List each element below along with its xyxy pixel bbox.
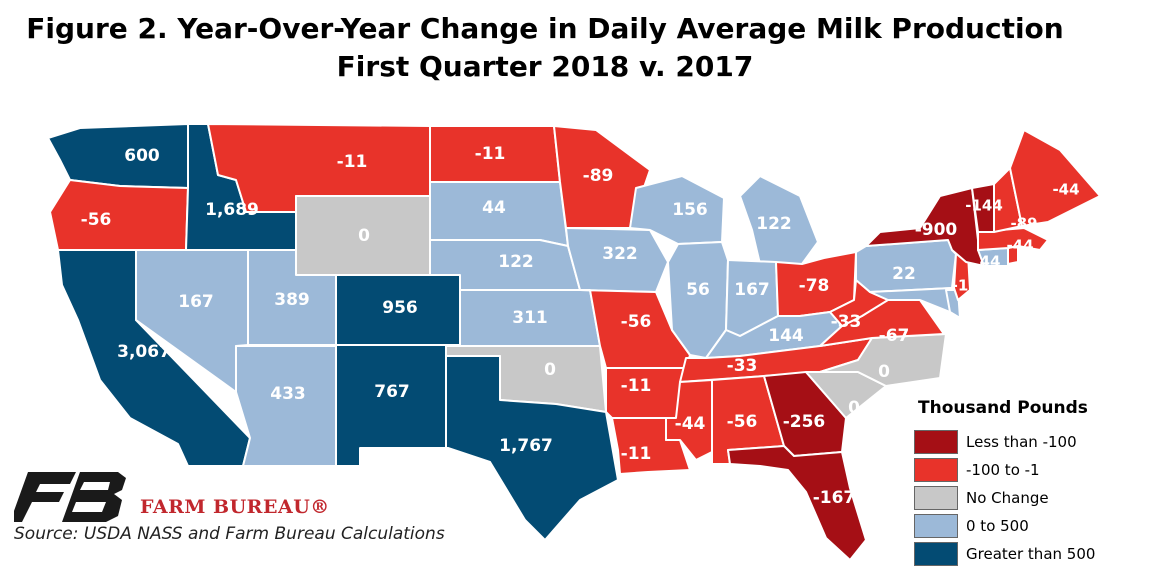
label-mi: 122 (756, 214, 792, 234)
legend-label: Greater than 500 (966, 545, 1096, 563)
legend-item: Greater than 500 (914, 540, 1149, 568)
label-fl: -167 (813, 488, 856, 508)
label-ct: 44 (980, 253, 1001, 271)
legend-item: 0 to 500 (914, 512, 1149, 540)
state-or (49, 179, 189, 251)
label-nd: -11 (475, 144, 506, 164)
legend-swatch (914, 458, 958, 482)
label-sd: 44 (482, 198, 506, 218)
label-sc: 0 (848, 398, 860, 418)
label-vt: -144 (965, 197, 1003, 215)
state-ma (977, 227, 1049, 251)
page-title: Figure 2. Year-Over-Year Change in Daily… (26, 12, 1064, 45)
legend-label: Less than -100 (966, 433, 1077, 451)
label-ar: -11 (621, 376, 652, 396)
legend-item: -100 to -1 (914, 456, 1149, 484)
label-mn: -89 (583, 166, 614, 186)
legend-swatch (914, 542, 958, 566)
label-ga: -256 (783, 412, 826, 432)
state-az (235, 345, 337, 467)
label-ut: 389 (274, 290, 310, 310)
label-ok: 0 (544, 360, 556, 380)
label-wi: 156 (672, 200, 708, 220)
label-nh: -89 (1010, 215, 1037, 233)
label-ks: 311 (512, 308, 548, 328)
label-wa: 600 (124, 146, 160, 166)
state-wa (47, 123, 189, 189)
legend-item: Less than -100 (914, 428, 1149, 456)
label-la: -11 (621, 444, 652, 464)
state-mi (739, 175, 819, 265)
label-ia: 322 (602, 244, 638, 264)
label-tx: 1,767 (499, 436, 553, 456)
legend-label: 0 to 500 (966, 517, 1029, 535)
label-ky: 144 (768, 326, 804, 346)
legend: Thousand Pounds Less than -100 -100 to -… (914, 398, 1149, 568)
legend-label: No Change (966, 489, 1049, 507)
label-va: -67 (879, 326, 910, 346)
label-or: -56 (81, 210, 112, 230)
label-al: -56 (727, 412, 758, 432)
legend-item: No Change (914, 484, 1149, 512)
label-tn: -33 (727, 356, 758, 376)
label-in: 167 (734, 280, 770, 300)
label-wy: 0 (358, 226, 370, 246)
legend-swatch (914, 486, 958, 510)
label-nc: 0 (878, 362, 890, 382)
label-co: 956 (382, 298, 418, 318)
page-subtitle: First Quarter 2018 v. 2017 (336, 50, 754, 83)
legend-label: -100 to -1 (966, 461, 1040, 479)
label-ny: -900 (915, 220, 958, 240)
label-ne: 122 (498, 252, 534, 272)
legend-swatch (914, 430, 958, 454)
state-tx (445, 355, 619, 541)
label-id: 1,689 (205, 200, 259, 220)
label-oh: -78 (799, 276, 830, 296)
label-wv: -33 (831, 312, 862, 332)
legend-swatch (914, 514, 958, 538)
label-me: -44 (1052, 181, 1079, 199)
label-pa: 22 (892, 264, 916, 284)
state-md (869, 287, 953, 313)
label-ms: -44 (675, 414, 706, 434)
label-il: 56 (686, 280, 710, 300)
label-ca: 3,067 (117, 342, 171, 362)
label-nv: 167 (178, 292, 214, 312)
state-me (1009, 129, 1101, 227)
farm-bureau-logo-icon (14, 472, 126, 522)
label-mo: -56 (621, 312, 652, 332)
state-fl (727, 445, 867, 561)
label-mt: -11 (337, 152, 368, 172)
state-nm (335, 344, 447, 467)
label-ma: -44 (1006, 237, 1033, 255)
label-nj: -1 (952, 277, 969, 295)
brand-name: FARM BUREAU® (140, 496, 330, 518)
label-az: 433 (270, 384, 306, 404)
label-nm: 767 (374, 382, 410, 402)
source-note: Source: USDA NASS and Farm Bureau Calcul… (14, 524, 445, 544)
legend-title: Thousand Pounds (918, 398, 1088, 418)
